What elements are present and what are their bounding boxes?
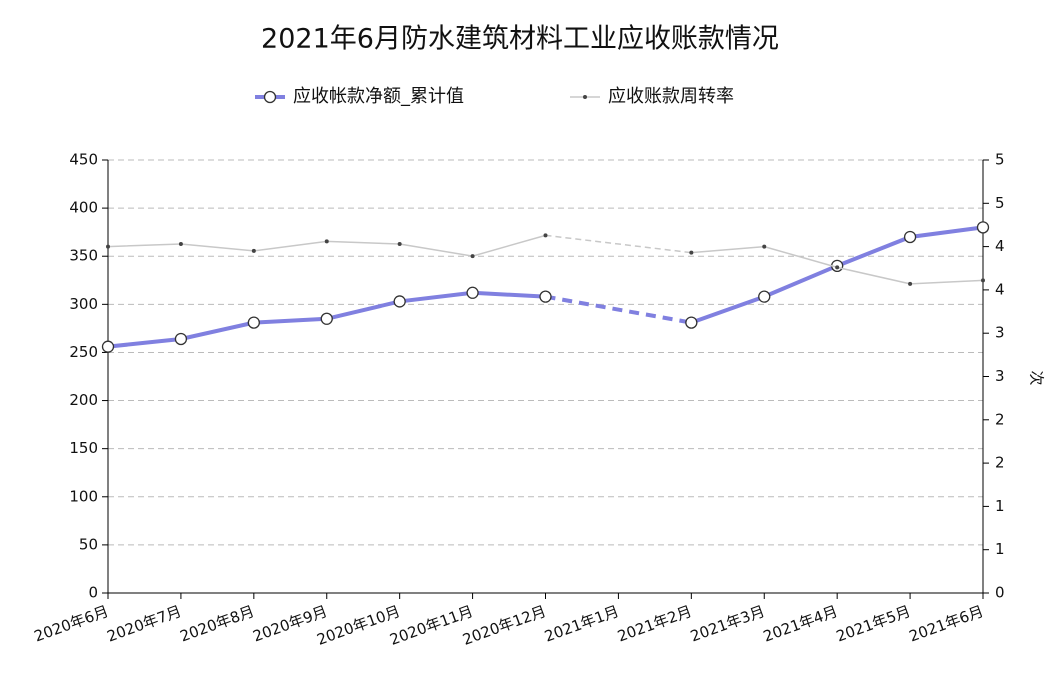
y-tick-label: 350 <box>69 247 98 265</box>
point <box>178 242 183 247</box>
point <box>976 221 990 234</box>
y-tick-label: 50 <box>79 535 98 553</box>
point <box>908 281 913 286</box>
point <box>685 316 698 329</box>
y2-tick-label: 2 <box>995 410 1005 428</box>
point <box>543 233 548 238</box>
point <box>539 290 552 303</box>
y-tick-label: 450 <box>69 151 98 169</box>
point <box>174 332 188 346</box>
point <box>762 244 767 249</box>
y2-tick-label: 1 <box>995 540 1005 558</box>
point <box>835 265 840 270</box>
y-tick-label: 150 <box>69 439 98 457</box>
y2-tick-label: 0 <box>995 584 1005 602</box>
y2-tick-label: 3 <box>995 324 1005 342</box>
point <box>247 316 260 329</box>
point <box>466 286 479 299</box>
point <box>689 250 694 255</box>
point <box>903 230 917 244</box>
legend-label: 应收账款周转率 <box>608 86 734 107</box>
y-tick-label: 250 <box>69 343 98 361</box>
y2-tick-label: 1 <box>995 497 1005 515</box>
gap-bridge <box>545 294 692 325</box>
point <box>470 254 475 259</box>
legend-marker <box>263 90 277 104</box>
y2-tick-label: 5 <box>995 151 1005 169</box>
y2-tick-label: 4 <box>995 237 1005 255</box>
point <box>981 278 985 283</box>
y2-tick-label: 5 <box>995 194 1005 212</box>
point <box>397 242 402 247</box>
point <box>393 295 406 308</box>
y-tick-label: 300 <box>69 295 98 313</box>
legend-label: 应收帐款净额_累计值 <box>293 86 464 107</box>
y-tick-label: 0 <box>88 584 98 602</box>
point <box>320 312 333 325</box>
y2-axis-label: 次 <box>1028 370 1046 385</box>
y-tick-label: 400 <box>69 199 98 217</box>
y2-tick-label: 2 <box>995 454 1005 472</box>
point <box>101 340 115 353</box>
point <box>758 290 771 303</box>
y-tick-label: 200 <box>69 391 98 409</box>
y-tick-label: 100 <box>69 487 98 505</box>
chart-title: 2021年6月防水建筑材料工业应收账款情况 <box>261 24 779 55</box>
point <box>324 239 329 244</box>
gap-bridge <box>545 234 692 254</box>
point <box>251 248 256 253</box>
legend-marker <box>583 95 587 99</box>
point <box>106 244 110 249</box>
y2-tick-label: 3 <box>995 367 1005 385</box>
y2-tick-label: 4 <box>995 280 1005 298</box>
